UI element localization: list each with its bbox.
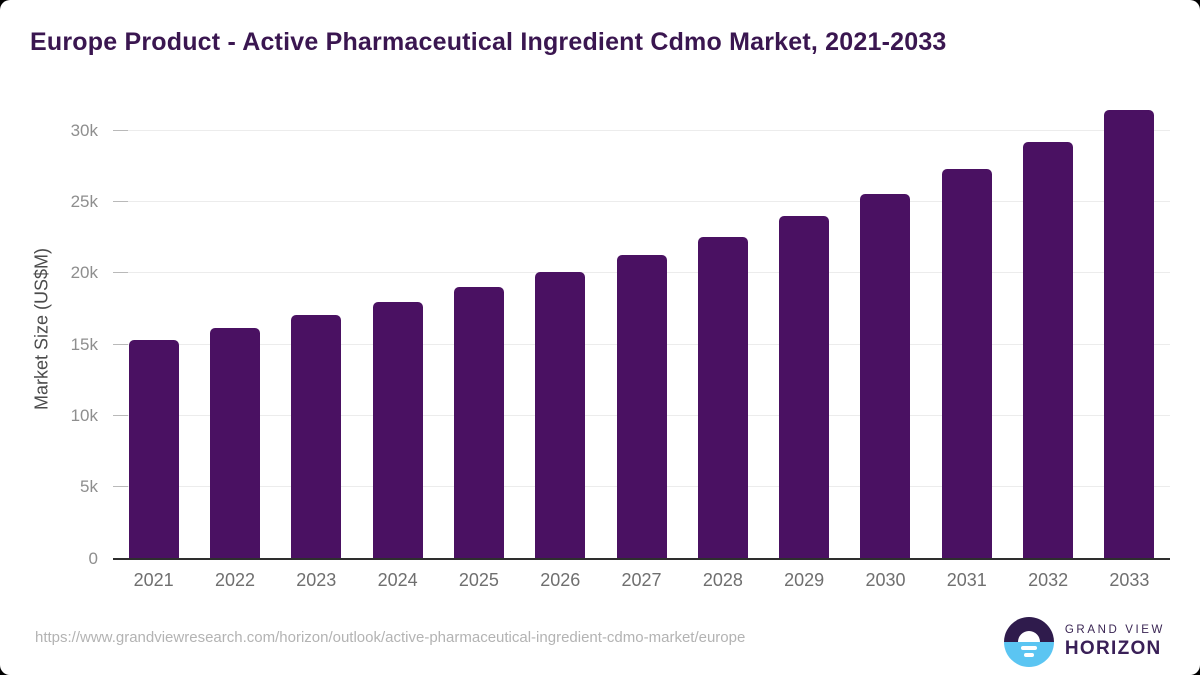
y-tick-label-10k: 10k	[70, 405, 98, 425]
sun-dome-shape	[1017, 631, 1040, 642]
bar-chart-plot-area: 0 5k 10k 15k 20k 25k 30k	[71, 100, 1170, 568]
brand-name-top: GRAND VIEW	[1064, 624, 1165, 637]
x-axis-label-2027: 2027	[621, 570, 662, 590]
bar-slot-2022	[194, 100, 275, 558]
bar-2031[interactable]	[941, 168, 992, 558]
bar-slot-2025	[438, 100, 519, 558]
x-axis-label-2032: 2032	[1028, 570, 1069, 590]
water-ripple-shape	[1023, 653, 1034, 657]
y-tick-label-30k: 30k	[70, 121, 98, 140]
y-tick-label-25k: 25k	[70, 192, 98, 212]
brand-logo-text: GRAND VIEW HORIZON	[1065, 624, 1165, 659]
x-axis-label-2026: 2026	[540, 570, 581, 590]
bar-slot-2027	[601, 100, 682, 558]
y-tick-mark	[113, 201, 128, 203]
x-axis-label-2021: 2021	[133, 570, 174, 590]
bar-slot-2030	[845, 100, 926, 558]
y-tick-label-0: 0	[88, 549, 98, 568]
horizon-sunrise-icon	[1003, 617, 1054, 667]
x-axis-label-2024: 2024	[377, 570, 418, 590]
bar-2025[interactable]	[453, 286, 504, 558]
y-tick-mark	[113, 485, 128, 487]
bars-row	[113, 100, 1170, 558]
y-tick-label-5k: 5k	[80, 476, 98, 496]
y-tick-label-20k: 20k	[70, 263, 98, 283]
y-tick-mark	[113, 414, 128, 416]
x-axis-label-2030: 2030	[865, 570, 906, 590]
bar-2027[interactable]	[616, 254, 667, 558]
bar-2026[interactable]	[535, 271, 586, 558]
x-axis-labels: 2021 2022 2023 2024 2025 2026 2027 2028 2029 2030…	[113, 570, 1170, 591]
bar-slot-2021	[113, 100, 194, 558]
bar-slot-2028	[682, 100, 763, 558]
gridline-25k	[113, 201, 1170, 203]
chart-title: Europe Product - Active Pharmaceutical I…	[30, 28, 947, 56]
bar-2023[interactable]	[291, 315, 342, 558]
x-axis-label-2022: 2022	[214, 570, 255, 590]
bar-slot-2024	[357, 100, 438, 558]
bar-slot-2023	[276, 100, 357, 558]
bar-2024[interactable]	[372, 301, 423, 558]
bar-2029[interactable]	[779, 216, 830, 558]
x-axis-label-2028: 2028	[702, 570, 743, 590]
water-ripple-shape	[1020, 646, 1037, 650]
bar-slot-2031	[926, 100, 1007, 558]
x-axis-label-2023: 2023	[296, 570, 337, 590]
y-tick-label-15k: 15k	[70, 334, 98, 354]
brand-name-bottom: HORIZON	[1064, 637, 1162, 659]
bar-2033[interactable]	[1104, 110, 1155, 558]
x-axis-label-2031: 2031	[946, 570, 987, 590]
bar-slot-2026	[520, 100, 601, 558]
bar-slot-2032	[1007, 100, 1088, 558]
y-tick-mark	[113, 130, 128, 131]
bar-2021[interactable]	[128, 339, 179, 558]
y-tick-mark	[113, 343, 128, 345]
bar-slot-2033	[1089, 100, 1170, 558]
bar-2028[interactable]	[697, 237, 748, 558]
y-axis-title: Market Size (US$M)	[31, 247, 52, 411]
bar-2030[interactable]	[860, 194, 911, 558]
y-tick-mark	[113, 272, 128, 274]
gridline-30k	[113, 130, 1170, 131]
x-axis-label-2033: 2033	[1109, 570, 1150, 590]
bar-2032[interactable]	[1023, 142, 1074, 558]
bar-slot-2029	[764, 100, 845, 558]
brand-logo: GRAND VIEW HORIZON	[1003, 617, 1165, 667]
bar-2022[interactable]	[209, 328, 260, 558]
source-url: https://www.grandviewresearch.com/horizo…	[35, 629, 746, 646]
x-axis-label-2025: 2025	[458, 570, 499, 590]
x-axis-label-2029: 2029	[784, 570, 825, 590]
